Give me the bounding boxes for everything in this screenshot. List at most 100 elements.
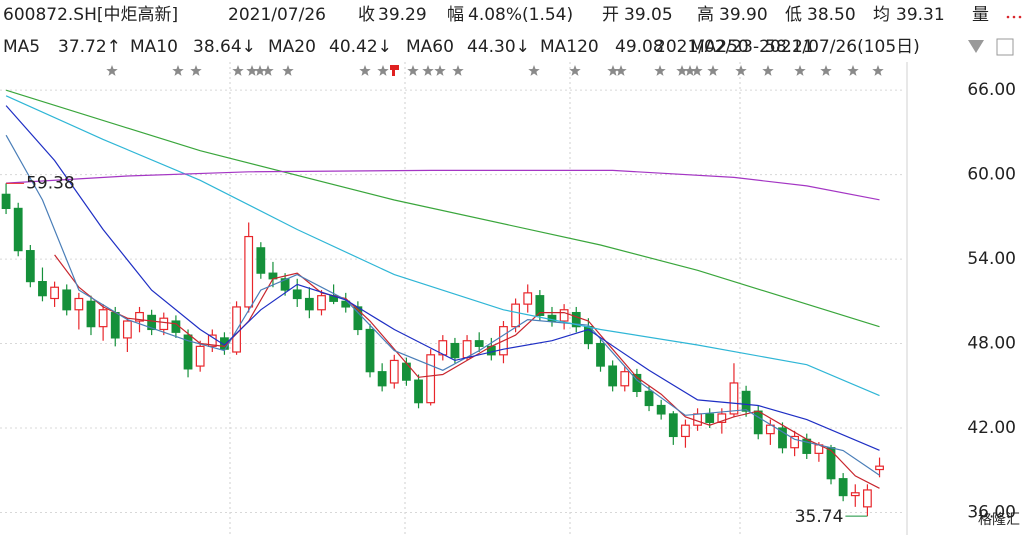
candle-body [511, 303, 520, 328]
event-star [254, 65, 266, 76]
candle-body [523, 292, 533, 305]
event-star [607, 65, 619, 76]
legend-value: 38.64↓ [193, 37, 256, 57]
legend-value: 49.08 [615, 37, 664, 57]
legend-name: MA20 [268, 37, 316, 57]
candle-body [110, 311, 120, 339]
watermark: 格隆汇 [978, 512, 1020, 528]
candle-body [304, 297, 314, 311]
candle-body [644, 390, 654, 407]
candle-body [850, 492, 860, 497]
candle-body [135, 311, 144, 322]
event-star [684, 65, 696, 76]
candle-body [25, 250, 35, 283]
stock-code: 600872.SH[中炬高新] [3, 5, 178, 25]
candle-body [668, 413, 678, 438]
event-star [847, 65, 859, 76]
field-label: 开 [602, 5, 619, 25]
plot [0, 89, 905, 517]
candle-body [474, 340, 484, 347]
y-tick-label: 36.00 [967, 502, 1016, 522]
event-star [434, 65, 446, 76]
candle-body [292, 289, 302, 300]
field-label: 高 [697, 5, 714, 25]
volume-label: 量 [972, 5, 989, 25]
legend-value: 40.42↓ [329, 37, 392, 57]
event-star [762, 65, 774, 76]
y-tick-label: 48.00 [967, 334, 1016, 354]
candle-body [826, 447, 836, 480]
candle-body [681, 424, 690, 438]
candle-body [753, 410, 763, 435]
flag-icon [390, 65, 399, 76]
candle-body [195, 345, 205, 367]
candle-body [256, 247, 266, 274]
candle-body [86, 300, 96, 328]
more-icon[interactable] [1006, 15, 1022, 19]
candle-body [559, 309, 569, 322]
candle-body [183, 334, 193, 370]
event-star [820, 65, 832, 76]
candle-body [535, 295, 545, 316]
event-star [422, 65, 434, 76]
event-star [190, 65, 202, 76]
event-star [407, 65, 419, 76]
legend-name: MA5 [3, 37, 40, 57]
candle-body [705, 413, 715, 423]
ma-line [5, 89, 880, 328]
candle-body [317, 295, 326, 311]
candle-body [571, 311, 581, 328]
ma-line [5, 105, 880, 451]
event-star [359, 65, 371, 76]
high-label: 59.38 [26, 173, 75, 193]
event-star [654, 65, 666, 76]
legend-name: MA10 [130, 37, 178, 57]
event-star [872, 65, 884, 76]
event-star [569, 65, 581, 76]
y-tick-label: 66.00 [967, 80, 1016, 100]
event-star [676, 65, 688, 76]
event-star [794, 65, 806, 76]
field-value: 4.08%(1.54) [468, 5, 573, 25]
event-star [106, 65, 118, 76]
field-value: 39.31 [896, 5, 945, 25]
candle-body [778, 427, 787, 449]
event-star [377, 65, 389, 76]
dropdown-icon[interactable] [968, 40, 984, 53]
candle-body [414, 379, 423, 404]
event-star [707, 65, 719, 76]
field-label: 均 [873, 5, 890, 25]
candle-body [426, 354, 436, 404]
candle-body [717, 413, 727, 423]
candle-body [207, 334, 217, 347]
candle-body [122, 320, 132, 339]
legend-value: 37.72↑ [58, 37, 121, 57]
candle-body [377, 371, 387, 387]
candle-body [147, 314, 157, 331]
candle-body [62, 289, 72, 311]
legend-name: MA60 [406, 37, 454, 57]
candle-body [863, 489, 872, 508]
candle-body [656, 404, 666, 415]
candle-body [450, 342, 460, 359]
legend-name: MA250 [690, 37, 749, 57]
event-star [246, 65, 258, 76]
event-star [262, 65, 274, 76]
candle-body [741, 390, 751, 412]
candle-body [38, 281, 47, 297]
candle-body [389, 359, 399, 384]
event-star [691, 65, 703, 76]
field-value: 39.90 [719, 5, 768, 25]
legend-value: 44.30↓ [467, 37, 530, 57]
y-tick-label: 42.00 [967, 418, 1016, 438]
event-star [282, 65, 294, 76]
field-value: 39.05 [624, 5, 673, 25]
settings-icon[interactable] [996, 38, 1014, 56]
candle-body [244, 235, 254, 308]
candle-body [13, 207, 23, 252]
event-star [615, 65, 627, 76]
candle-body [875, 465, 884, 471]
event-star [528, 65, 540, 76]
ma-line [5, 134, 880, 476]
low-label: 35.74 [795, 507, 844, 527]
